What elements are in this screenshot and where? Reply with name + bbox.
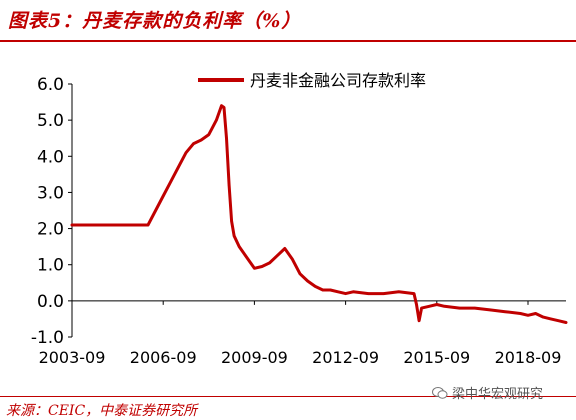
legend-label: 丹麦非金融公司存款利率 xyxy=(250,71,426,90)
data-point xyxy=(154,209,157,212)
y-tick-label: 4.0 xyxy=(37,147,64,167)
data-point xyxy=(352,290,355,293)
data-point xyxy=(291,258,294,261)
data-point xyxy=(207,133,210,136)
data-point xyxy=(215,118,218,122)
data-point xyxy=(336,290,340,293)
data-point xyxy=(146,223,150,227)
data-point xyxy=(116,223,119,227)
data-point xyxy=(435,303,438,306)
data-point xyxy=(245,256,248,259)
watermark-text: 梁中华宏观研究 xyxy=(452,387,544,402)
data-point xyxy=(557,319,560,322)
data-point xyxy=(131,223,134,227)
data-point xyxy=(232,234,236,237)
y-tick-label: -1.0 xyxy=(31,328,64,348)
data-point xyxy=(397,290,400,293)
data-point xyxy=(200,138,203,142)
title-divider xyxy=(0,40,576,42)
chart-legend: 丹麦非金融公司存款利率 xyxy=(198,71,426,90)
data-point xyxy=(283,247,286,250)
data-point xyxy=(329,288,332,292)
data-point xyxy=(306,279,309,283)
data-point xyxy=(227,184,231,187)
y-tick-label: 0.0 xyxy=(37,292,64,312)
data-point xyxy=(162,194,165,198)
x-tick-label: 2003-09 xyxy=(39,348,106,367)
y-tick-label: 6.0 xyxy=(37,75,64,95)
x-tick-label: 2006-09 xyxy=(130,348,197,367)
x-tick-label: 2015-09 xyxy=(403,348,470,367)
data-point xyxy=(542,315,545,319)
data-point xyxy=(70,223,74,227)
data-point xyxy=(230,220,233,223)
data-point xyxy=(519,312,522,315)
data-point xyxy=(222,106,226,109)
series-line xyxy=(70,104,568,324)
data-point xyxy=(415,303,418,306)
y-tick-label: 2.0 xyxy=(37,220,64,240)
wechat-icon xyxy=(432,386,448,399)
y-tick-label: 5.0 xyxy=(37,111,64,131)
data-point xyxy=(549,317,552,321)
data-point xyxy=(443,305,446,308)
data-point xyxy=(268,261,271,265)
data-point xyxy=(314,285,317,288)
data-point xyxy=(321,288,324,292)
data-point xyxy=(225,137,228,140)
data-point xyxy=(177,165,180,169)
y-tick-label: 1.0 xyxy=(37,256,64,276)
source-note: 来源：CEIC，中泰证券研究所 xyxy=(6,403,198,419)
data-point xyxy=(412,292,416,295)
x-tick-label: 2009-09 xyxy=(221,348,288,367)
data-point xyxy=(238,245,241,248)
source-divider xyxy=(0,396,576,397)
data-point xyxy=(184,151,188,154)
data-point xyxy=(473,306,476,310)
data-point xyxy=(367,292,370,295)
data-point xyxy=(417,319,421,322)
data-point xyxy=(534,312,537,315)
data-point xyxy=(220,104,223,107)
data-point xyxy=(253,267,256,270)
data-point xyxy=(428,305,431,308)
data-point xyxy=(420,306,423,310)
data-point xyxy=(260,265,264,268)
x-tick-label: 2012-09 xyxy=(312,348,379,367)
x-tick-label: 2018-09 xyxy=(495,348,562,367)
data-point xyxy=(276,254,279,257)
data-point xyxy=(382,292,385,295)
plot-area xyxy=(70,104,568,324)
chart-title: 图表5：丹麦存款的负利率（%） xyxy=(8,10,302,32)
data-point xyxy=(458,306,461,310)
data-point xyxy=(192,142,195,145)
data-point xyxy=(504,310,507,313)
data-point xyxy=(526,314,530,317)
data-point xyxy=(564,321,568,324)
y-tick-label: 3.0 xyxy=(37,183,64,203)
data-point xyxy=(86,223,89,227)
data-point xyxy=(169,180,172,183)
data-point xyxy=(344,292,347,295)
watermark: 梁中华宏观研究 xyxy=(432,383,543,402)
data-point xyxy=(298,272,302,275)
data-point xyxy=(488,308,492,312)
data-point xyxy=(101,223,104,227)
